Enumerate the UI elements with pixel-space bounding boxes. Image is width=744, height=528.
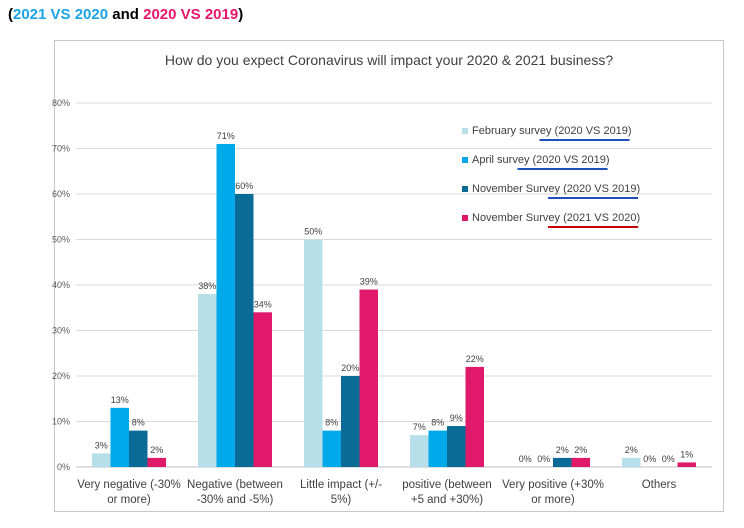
bar	[677, 462, 696, 467]
legend-label: February survey (2020 VS 2019)	[472, 125, 632, 137]
bar	[304, 239, 323, 467]
header-connector: and	[108, 6, 144, 23]
data-label: 20%	[341, 363, 359, 373]
bar	[428, 430, 447, 467]
x-tick-label: Very positive (+30%	[502, 479, 604, 491]
bar	[553, 457, 572, 467]
legend-label: November Survey (2020 VS 2019)	[472, 183, 640, 195]
bar	[322, 430, 341, 467]
y-tick-label: 10%	[52, 417, 70, 427]
x-tick-label: or more)	[107, 494, 151, 506]
legend-label: November Survey (2021 VS 2020)	[472, 212, 640, 224]
legend: February survey (2020 VS 2019) April surv…	[462, 125, 640, 228]
x-tick-label: positive (between	[402, 479, 492, 491]
legend-swatch	[462, 186, 468, 192]
data-label: 0%	[519, 454, 532, 464]
chart-title: How do you expect Coronavirus will impac…	[164, 52, 614, 68]
y-tick-label: 50%	[52, 235, 70, 245]
bar	[253, 312, 272, 467]
bar	[216, 143, 235, 467]
bar	[110, 407, 129, 467]
bar	[410, 435, 429, 467]
data-label: 60%	[235, 181, 253, 191]
data-label: 8%	[132, 418, 145, 428]
x-tick-label: +5 and +30%)	[411, 494, 483, 506]
chart-frame	[54, 40, 724, 512]
data-label: 3%	[95, 440, 108, 450]
data-label: 0%	[537, 454, 550, 464]
bar	[147, 457, 166, 467]
bar	[92, 453, 111, 467]
x-axis: Very negative (-30% or more) Negative (bet…	[77, 479, 676, 506]
bars: 3% 13% 8% 2% 38% 71% 60% 34% 50% 8% 20% 39% 7% 8% 9% 22…	[92, 131, 696, 467]
bar	[198, 294, 217, 467]
data-label: 22%	[466, 354, 484, 364]
legend-swatch	[462, 128, 468, 134]
x-tick-label: -30% and -5%)	[197, 494, 274, 506]
data-label: 2%	[574, 445, 587, 455]
x-tick-label: or more)	[531, 494, 575, 506]
bar	[235, 194, 254, 467]
x-tick-label: Little impact (+/-	[300, 479, 382, 491]
bar	[359, 289, 378, 467]
data-label: 8%	[325, 418, 338, 428]
data-label: 9%	[450, 413, 463, 423]
data-label: 34%	[254, 299, 272, 309]
bar	[571, 457, 590, 467]
x-tick-label: 5%)	[331, 494, 352, 506]
legend-swatch	[462, 215, 468, 221]
bar	[447, 426, 466, 467]
data-label: 13%	[111, 395, 129, 405]
gridlines	[76, 102, 712, 468]
header-comparison-2020: 2020 VS 2019	[143, 6, 239, 23]
data-label: 2%	[625, 445, 638, 455]
y-tick-label: 0%	[57, 462, 70, 472]
header-comparison-2021: 2021 VS 2020	[13, 6, 109, 23]
bar	[622, 457, 641, 467]
x-tick-label: Negative (between	[187, 479, 283, 491]
y-tick-label: 60%	[52, 189, 70, 199]
y-tick-label: 40%	[52, 280, 70, 290]
header-paren-open: (	[8, 6, 13, 23]
data-label: 0%	[662, 454, 675, 464]
data-label: 38%	[198, 281, 216, 291]
bar	[341, 376, 360, 467]
y-axis: 0% 10% 20% 30% 40% 50% 60% 70% 80%	[52, 98, 70, 472]
y-tick-label: 70%	[52, 144, 70, 154]
data-label: 39%	[360, 277, 378, 287]
data-label: 1%	[680, 449, 693, 459]
data-label: 50%	[304, 227, 322, 237]
page-header: (2021 VS 2020 and 2020 VS 2019)	[8, 6, 243, 23]
x-tick-label: Others	[642, 479, 677, 491]
data-label: 7%	[413, 422, 426, 432]
data-label: 2%	[556, 445, 569, 455]
bar	[129, 430, 148, 467]
data-label: 0%	[643, 454, 656, 464]
y-tick-label: 20%	[52, 371, 70, 381]
bar	[465, 366, 484, 467]
x-tick-label: Very negative (-30%	[77, 479, 181, 491]
y-tick-label: 80%	[52, 98, 70, 108]
legend-label: April survey (2020 VS 2019)	[472, 154, 610, 166]
y-tick-label: 30%	[52, 326, 70, 336]
legend-swatch	[462, 157, 468, 163]
data-label: 2%	[150, 445, 163, 455]
data-label: 71%	[217, 131, 235, 141]
header-paren-close: )	[238, 6, 244, 23]
data-label: 8%	[431, 418, 444, 428]
